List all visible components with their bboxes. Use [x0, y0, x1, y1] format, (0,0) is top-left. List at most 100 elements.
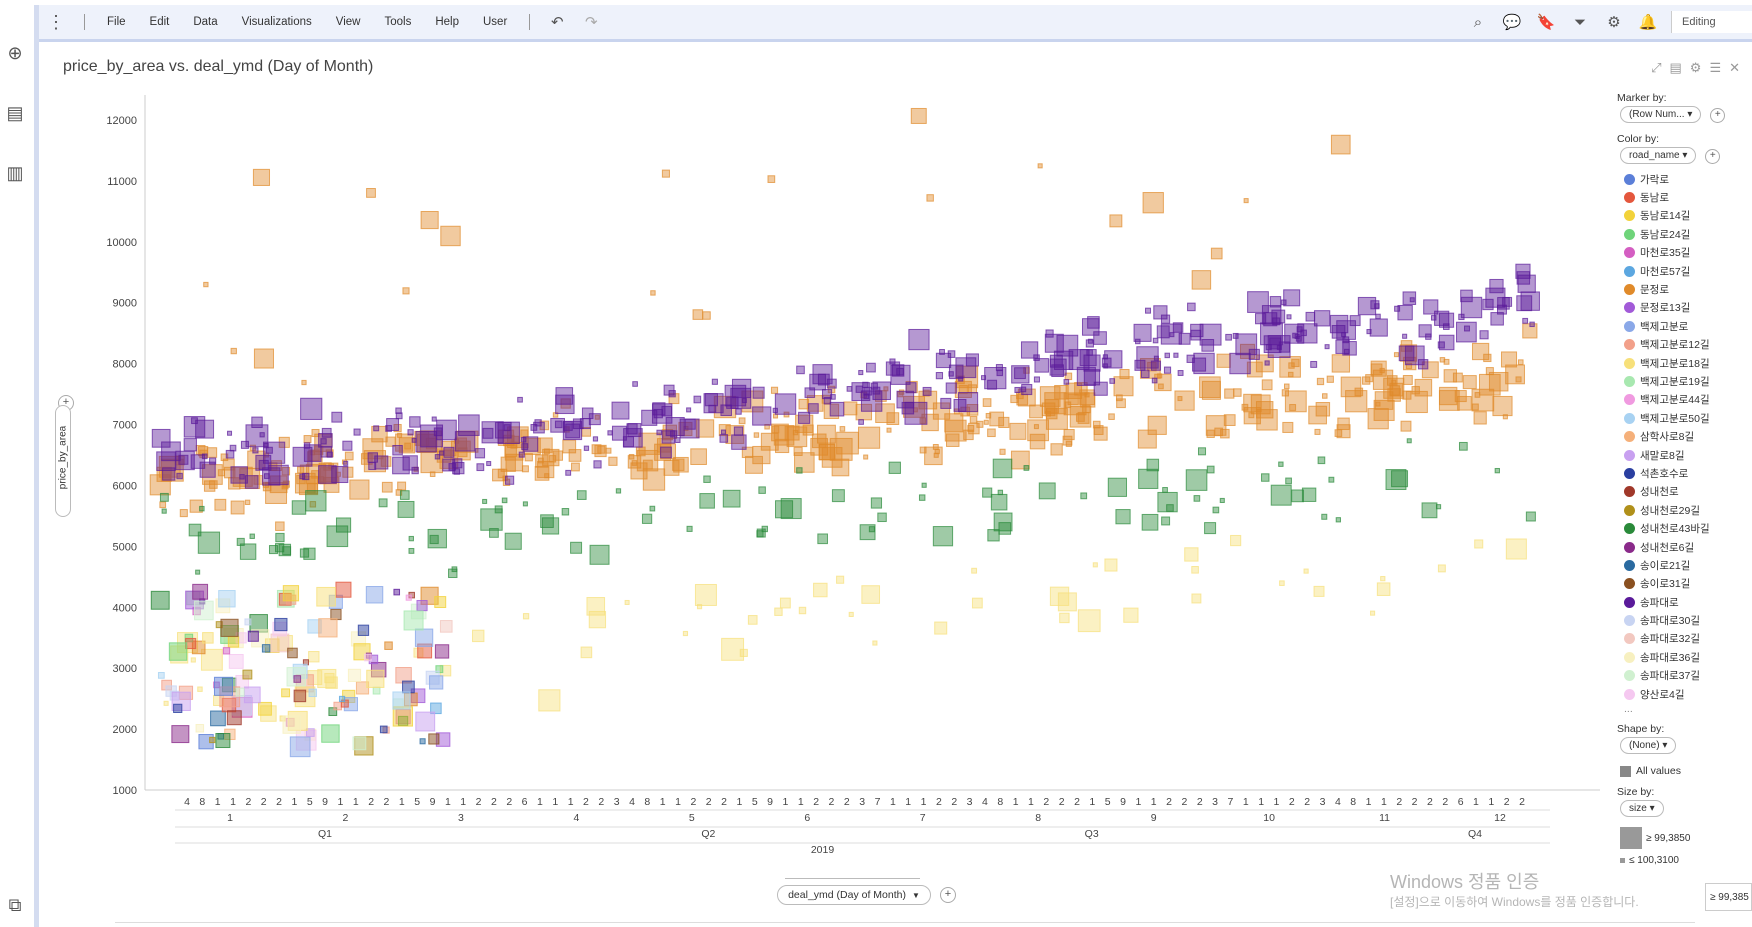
x-day-tick-label: 3	[859, 796, 865, 808]
color-by-select[interactable]: road_name ▾	[1620, 147, 1697, 164]
data-marker	[1133, 323, 1152, 342]
legend-item[interactable]: 동남로	[1610, 188, 1750, 206]
legend-item[interactable]: 송파대로37길	[1610, 667, 1750, 685]
data-marker	[674, 437, 681, 443]
data-marker	[188, 523, 202, 537]
shape-by-select[interactable]: (None) ▾	[1620, 737, 1677, 755]
menu-data[interactable]: Data	[193, 16, 218, 28]
data-marker	[1270, 484, 1292, 506]
data-table-icon[interactable]: ▤	[6, 103, 24, 123]
x-day-tick-label: 2	[844, 796, 850, 808]
legend-item[interactable]: 송파대로36길	[1610, 648, 1750, 666]
x-axis-range-slider[interactable]	[785, 878, 920, 882]
legend-item[interactable]: 가락로	[1610, 170, 1750, 188]
menu-view[interactable]: View	[335, 16, 361, 28]
data-marker	[274, 617, 288, 632]
legend-item[interactable]: 마천로57길	[1610, 262, 1750, 280]
data-marker	[1370, 610, 1376, 616]
details-icon[interactable]: ▤	[1669, 60, 1682, 75]
menu-edit[interactable]: Edit	[149, 16, 170, 28]
bar-chart-icon[interactable]: ▥	[6, 163, 24, 183]
marker-by-select[interactable]: (Row Num... ▾	[1620, 106, 1702, 123]
legend-item[interactable]: 송파대로	[1610, 593, 1750, 611]
data-marker	[1163, 366, 1172, 374]
x-axis-selector[interactable]: deal_ymd (Day of Month) ▼	[777, 885, 931, 905]
x-day-tick-label: 2	[706, 796, 712, 808]
menu-file[interactable]: File	[107, 16, 126, 28]
data-flow-icon[interactable]: ⧉	[8, 895, 22, 915]
close-icon[interactable]: ✕	[1729, 60, 1740, 75]
data-marker	[303, 444, 322, 462]
legend-item[interactable]: 문정로13길	[1610, 299, 1750, 317]
legend-item[interactable]: 백제고분로50길	[1610, 409, 1750, 427]
mode-selector[interactable]: Editing	[1671, 11, 1752, 33]
data-marker	[392, 444, 403, 456]
legend-item[interactable]: 새말로8길	[1610, 446, 1750, 464]
legend-item[interactable]: 마천로35길	[1610, 244, 1750, 262]
legend-item[interactable]: 성내천로43바길	[1610, 519, 1750, 537]
legend-item[interactable]: 송이로31길	[1610, 575, 1750, 593]
properties-icon[interactable]: ⚙	[1689, 60, 1702, 75]
data-marker	[366, 669, 385, 688]
undo-icon[interactable]: ↶	[550, 14, 564, 31]
x-day-tick-label: 2	[1197, 796, 1203, 808]
legend-item[interactable]: 송파대로32길	[1610, 630, 1750, 648]
legend-item[interactable]: 성내천로6길	[1610, 538, 1750, 556]
data-marker	[429, 675, 444, 690]
x-day-tick-label: 2	[583, 796, 589, 808]
gear-icon[interactable]: ⚙	[1607, 14, 1621, 31]
search-icon[interactable]: ⌕	[1473, 13, 1483, 31]
marker-by-add-icon[interactable]: +	[1710, 108, 1726, 123]
data-marker	[932, 444, 939, 450]
filter-icon[interactable]: ⏷	[1573, 13, 1586, 31]
add-icon[interactable]: ⊕	[7, 43, 23, 63]
scatter-plot[interactable]: 1000 2000 3000 4000 5000 6000 7000 8000 9000 1000…	[60, 85, 1600, 885]
data-marker	[220, 453, 229, 462]
bell-icon[interactable]: 🔔	[1638, 14, 1658, 31]
legend-item[interactable]: 백제고분로19길	[1610, 372, 1750, 390]
data-marker	[1162, 487, 1168, 493]
data-marker	[347, 668, 362, 682]
legend-item[interactable]: 삼학사로8길	[1610, 427, 1750, 445]
data-marker	[1069, 406, 1092, 428]
legend-item[interactable]: 백제고분로18길	[1610, 354, 1750, 372]
data-marker	[846, 386, 853, 392]
legend-item[interactable]: 동남로14길	[1610, 207, 1750, 225]
more-options-icon[interactable]: ⋮	[47, 11, 65, 32]
legend-item[interactable]: 동남로24길	[1610, 225, 1750, 243]
data-marker	[908, 328, 930, 351]
y-axis-selector[interactable]: price_by_area	[55, 405, 71, 517]
x-axis-add-icon[interactable]: +	[940, 887, 956, 903]
legend-item[interactable]: 석촌호수로	[1610, 464, 1750, 482]
legend-item[interactable]: 송이로21길	[1610, 556, 1750, 574]
legend-item[interactable]: 백제고분로	[1610, 317, 1750, 335]
menu-visualizations[interactable]: Visualizations	[241, 16, 312, 28]
data-marker	[252, 168, 271, 186]
legend-item[interactable]: 양산로4길	[1610, 685, 1750, 703]
redo-icon[interactable]: ↷	[584, 14, 598, 31]
all-values-item[interactable]: All values	[1610, 762, 1750, 780]
legend-item[interactable]: 송파대로30길	[1610, 611, 1750, 629]
x-day-tick-label: 2	[936, 796, 942, 808]
legend-item[interactable]: 백제고분로12길	[1610, 336, 1750, 354]
size-by-select[interactable]: size ▾	[1620, 800, 1664, 818]
data-marker	[409, 416, 421, 428]
data-marker	[888, 461, 901, 474]
bookmark-icon[interactable]: 🔖	[1536, 14, 1556, 31]
color-by-add-icon[interactable]: +	[1705, 149, 1721, 164]
legend-toggle-icon[interactable]: ☰	[1709, 60, 1722, 75]
legend-item[interactable]: 성내천로29길	[1610, 501, 1750, 519]
menu-help[interactable]: Help	[435, 16, 459, 28]
menu-user[interactable]: User	[483, 16, 508, 28]
data-marker	[275, 543, 285, 553]
data-marker	[222, 647, 231, 655]
menu-tools[interactable]: Tools	[384, 16, 412, 28]
legend-item[interactable]: 백제고분로44길	[1610, 391, 1750, 409]
chat-icon[interactable]: 💬	[1502, 14, 1522, 31]
legend-swatch	[1624, 173, 1635, 185]
maximize-icon[interactable]: ⤢	[1651, 60, 1662, 75]
legend-item[interactable]: 문정로	[1610, 280, 1750, 298]
legend-item[interactable]: 성내천로	[1610, 483, 1750, 501]
data-marker	[793, 446, 803, 456]
data-marker	[836, 575, 845, 584]
